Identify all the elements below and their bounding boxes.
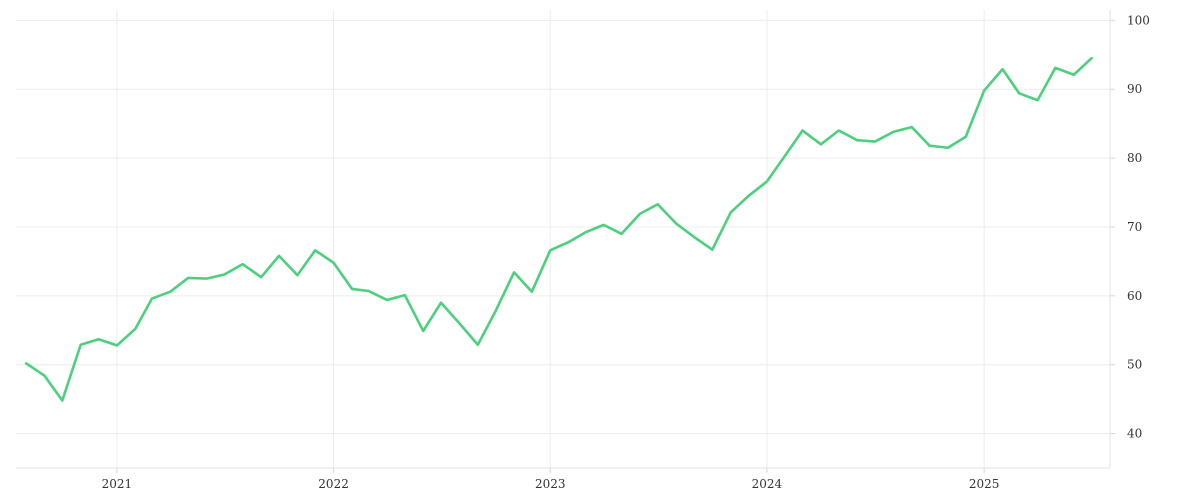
data-point xyxy=(149,296,154,301)
data-point xyxy=(601,222,606,227)
tick-labels: 40 50 60 70 80 90 100 2021 2022 2023 2024 2025 xyxy=(102,13,1150,491)
data-point xyxy=(710,247,715,252)
data-point xyxy=(909,125,914,130)
data-point xyxy=(133,326,138,331)
data-point xyxy=(836,128,841,133)
data-point xyxy=(637,211,642,216)
data-point xyxy=(457,321,462,326)
data-point xyxy=(78,342,83,347)
data-point xyxy=(331,260,336,265)
data-point xyxy=(349,286,354,291)
axes xyxy=(16,10,1115,473)
x-tick-label: 2024 xyxy=(752,477,783,491)
x-tick-label: 2022 xyxy=(318,477,349,491)
data-point xyxy=(24,361,29,366)
data-point xyxy=(60,398,65,403)
data-point xyxy=(96,337,101,342)
data-point xyxy=(421,328,426,333)
data-point xyxy=(1000,67,1005,72)
data-point xyxy=(783,153,788,158)
data-point xyxy=(529,289,534,294)
data-point xyxy=(439,300,444,305)
data-point xyxy=(222,272,227,277)
data-point xyxy=(655,202,660,207)
data-point xyxy=(240,262,245,267)
x-tick-label: 2023 xyxy=(535,477,566,491)
data-point xyxy=(764,179,769,184)
data-point xyxy=(385,297,390,302)
data-point xyxy=(186,275,191,280)
data-point xyxy=(548,248,553,253)
data-point xyxy=(927,143,932,148)
data-point xyxy=(855,138,860,143)
y-tick-label: 80 xyxy=(1127,151,1142,165)
data-point xyxy=(402,293,407,298)
series-line xyxy=(24,56,1093,402)
data-point xyxy=(800,128,805,133)
data-point xyxy=(982,88,987,93)
grid-lines xyxy=(16,10,1110,468)
y-tick-label: 100 xyxy=(1127,13,1150,27)
data-point xyxy=(1089,56,1094,61)
data-point xyxy=(583,230,588,235)
data-point xyxy=(1035,98,1040,103)
y-tick-label: 90 xyxy=(1127,82,1142,96)
data-point xyxy=(313,248,318,253)
y-tick-label: 70 xyxy=(1127,220,1142,234)
data-point xyxy=(692,235,697,240)
series-layer xyxy=(24,56,1094,403)
data-point xyxy=(1053,65,1058,70)
data-point xyxy=(366,289,371,294)
data-point xyxy=(945,145,950,150)
data-point xyxy=(475,342,480,347)
data-point xyxy=(512,270,517,275)
data-point xyxy=(619,231,624,236)
data-point xyxy=(276,253,281,258)
y-tick-label: 60 xyxy=(1127,289,1142,303)
data-point xyxy=(891,129,896,134)
data-point xyxy=(1071,72,1076,77)
data-point xyxy=(963,134,968,139)
data-point xyxy=(259,275,264,280)
y-tick-label: 40 xyxy=(1127,427,1142,441)
x-tick-label: 2025 xyxy=(969,477,1000,491)
data-point xyxy=(872,139,877,144)
x-tick-label: 2021 xyxy=(102,477,133,491)
y-tick-label: 50 xyxy=(1127,358,1142,372)
data-point xyxy=(674,221,679,226)
data-point xyxy=(818,142,823,147)
data-point xyxy=(168,289,173,294)
data-point xyxy=(295,273,300,278)
data-point xyxy=(1017,91,1022,96)
data-point xyxy=(204,276,209,281)
data-point xyxy=(746,193,751,198)
data-point xyxy=(728,210,733,215)
data-point xyxy=(493,308,498,313)
data-point xyxy=(566,240,571,245)
data-point xyxy=(42,373,47,378)
data-point xyxy=(114,343,119,348)
